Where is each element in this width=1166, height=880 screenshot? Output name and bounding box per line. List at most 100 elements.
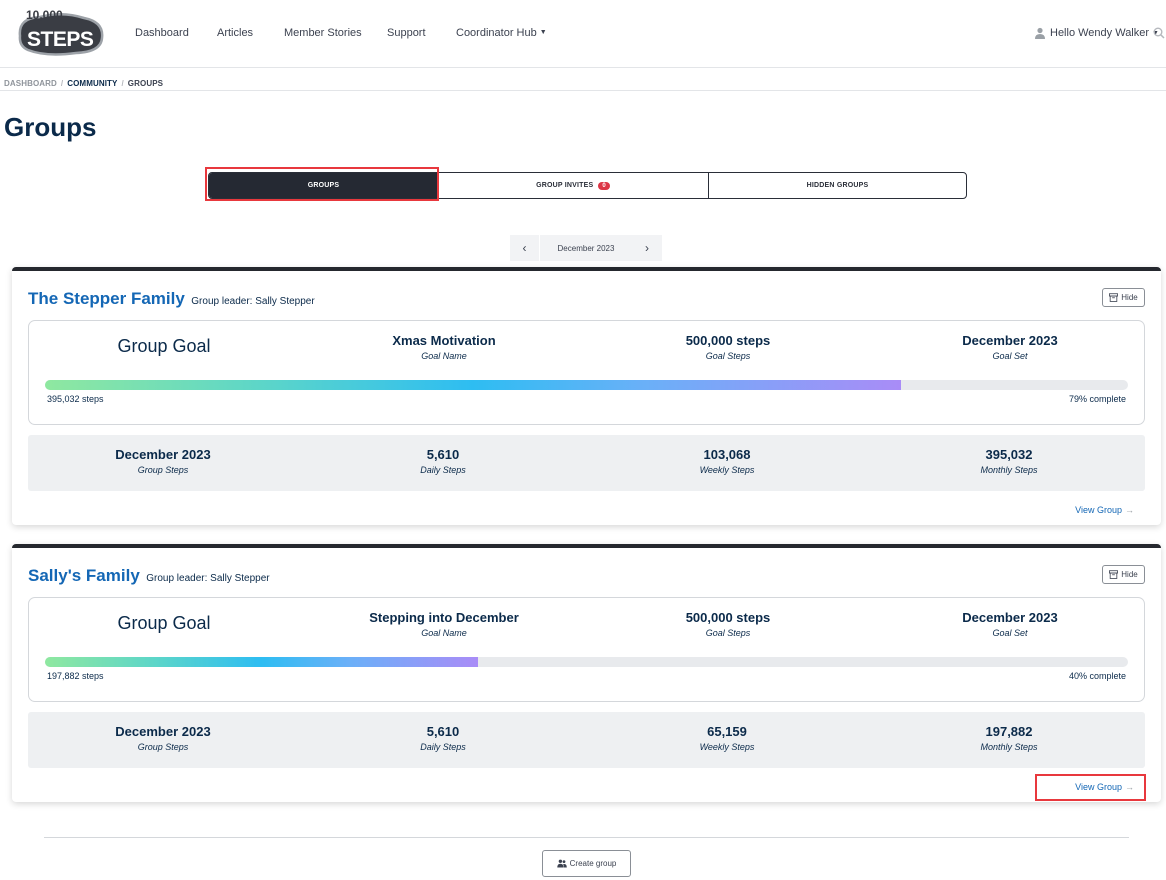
stat-weekly-steps: 65,159 Weekly Steps xyxy=(592,724,862,752)
stat-value: December 2023 xyxy=(115,447,211,462)
create-group-button[interactable]: Create group xyxy=(542,850,631,877)
group-stats: December 2023 Group Steps 5,610 Daily St… xyxy=(28,435,1145,491)
tab-hidden-groups[interactable]: HIDDEN GROUPS xyxy=(806,182,869,189)
goal-progress-bar xyxy=(45,380,1128,390)
goal-name-block: Stepping into December Goal Name xyxy=(309,610,579,638)
chevron-down-icon: ▼ xyxy=(539,29,547,36)
breadcrumb: DASHBOARD / COMMUNITY / GROUPS xyxy=(4,79,163,88)
view-group-link[interactable]: View Group → xyxy=(1075,505,1134,515)
stat-value: December 2023 xyxy=(115,724,211,739)
users-icon xyxy=(556,859,567,868)
stat-value: 5,610 xyxy=(426,724,460,739)
stat-value: 65,159 xyxy=(707,724,747,739)
logo-10000-steps[interactable]: 10,000 STEPS xyxy=(12,6,104,56)
nav-member-stories[interactable]: Member Stories xyxy=(284,27,362,39)
goal-set-label: Goal Set xyxy=(992,351,1028,361)
stat-label: Daily Steps xyxy=(420,465,466,475)
goal-steps-value: 500,000 steps xyxy=(685,333,771,348)
group-header: Sally's Family Group leader: Sally Stepp… xyxy=(28,566,270,586)
breadcrumb-community[interactable]: COMMUNITY xyxy=(67,79,118,88)
stat-group-steps: December 2023 Group Steps xyxy=(28,724,298,752)
view-group-link[interactable]: View Group → xyxy=(1075,782,1134,792)
top-navbar: 10,000 STEPS Dashboard Articles Member S… xyxy=(0,0,1166,68)
goal-set-value: December 2023 xyxy=(962,333,1058,348)
nav-coordinator-hub[interactable]: Coordinator Hub ▼ xyxy=(456,27,547,39)
stat-value: 197,882 xyxy=(985,724,1033,739)
user-greeting: Hello Wendy Walker xyxy=(1050,27,1150,39)
group-goal-panel: Group Goal Xmas Motivation Goal Name 500… xyxy=(28,320,1145,425)
hide-button[interactable]: Hide xyxy=(1102,288,1145,307)
nav-dashboard[interactable]: Dashboard xyxy=(135,27,189,39)
tab-group-invites[interactable]: GROUP INVITES 0 xyxy=(438,173,709,198)
stat-daily-steps: 5,610 Daily Steps xyxy=(308,447,578,475)
stat-value: 5,610 xyxy=(426,447,460,462)
page-title: Groups xyxy=(4,112,97,142)
svg-text:10,000: 10,000 xyxy=(26,8,63,22)
arrow-right-icon: → xyxy=(1125,782,1134,792)
invites-count-badge: 0 xyxy=(598,181,610,190)
group-goal-panel: Group Goal Stepping into December Goal N… xyxy=(28,597,1145,702)
archive-icon xyxy=(1109,293,1119,302)
goal-title: Group Goal xyxy=(117,613,211,633)
month-picker: ‹ December 2023 › xyxy=(510,235,662,261)
goal-name-label: Goal Name xyxy=(421,628,467,638)
chevron-down-icon: ▼ xyxy=(1152,29,1159,37)
stat-group-steps: December 2023 Group Steps xyxy=(28,447,298,475)
chevron-right-icon[interactable]: › xyxy=(645,241,649,255)
month-label: December 2023 xyxy=(557,243,615,253)
group-leader: Group leader: Sally Stepper xyxy=(191,296,315,307)
group-card: The Stepper Family Group leader: Sally S… xyxy=(12,267,1161,525)
stat-monthly-steps: 395,032 Monthly Steps xyxy=(874,447,1144,475)
view-group-label: View Group xyxy=(1075,505,1122,515)
group-name[interactable]: Sally's Family xyxy=(28,566,140,585)
group-leader: Group leader: Sally Stepper xyxy=(146,573,270,584)
progress-steps: 395,032 steps xyxy=(47,394,104,404)
goal-set-block: December 2023 Goal Set xyxy=(875,610,1145,638)
progress-complete: 40% complete xyxy=(1068,671,1126,681)
stat-label: Monthly Steps xyxy=(980,742,1038,752)
stat-label: Daily Steps xyxy=(420,742,466,752)
create-group-label: Create group xyxy=(569,859,617,868)
group-name[interactable]: The Stepper Family xyxy=(28,289,185,308)
user-icon xyxy=(1035,27,1045,39)
search-icon[interactable] xyxy=(1153,27,1165,39)
progress-steps: 197,882 steps xyxy=(47,671,104,681)
hide-label: Hide xyxy=(1121,293,1138,302)
progress-complete: 79% complete xyxy=(1068,394,1126,404)
breadcrumb-separator: / xyxy=(121,79,124,88)
group-card: Sally's Family Group leader: Sally Stepp… xyxy=(12,544,1161,802)
tab-groups[interactable]: GROUPS xyxy=(209,173,438,198)
stat-label: Group Steps xyxy=(137,465,189,475)
breadcrumb-dashboard[interactable]: DASHBOARD xyxy=(4,79,57,88)
goal-steps-value: 500,000 steps xyxy=(685,610,771,625)
hide-button[interactable]: Hide xyxy=(1102,565,1145,584)
stat-label: Monthly Steps xyxy=(980,465,1038,475)
group-tabs: GROUPS GROUP INVITES 0 HIDDEN GROUPS xyxy=(208,172,967,199)
divider xyxy=(44,837,1129,838)
goal-name-value: Stepping into December xyxy=(369,610,519,625)
user-menu[interactable]: Hello Wendy Walker ▼ xyxy=(1034,27,1159,39)
breadcrumb-separator: / xyxy=(60,79,64,88)
goal-set-value: December 2023 xyxy=(962,610,1058,625)
group-stats: December 2023 Group Steps 5,610 Daily St… xyxy=(28,712,1145,768)
goal-name-value: Xmas Motivation xyxy=(392,333,496,348)
stat-monthly-steps: 197,882 Monthly Steps xyxy=(874,724,1144,752)
stat-value: 103,068 xyxy=(703,447,751,462)
group-header: The Stepper Family Group leader: Sally S… xyxy=(28,289,315,309)
nav-articles[interactable]: Articles xyxy=(217,27,254,39)
stat-label: Weekly Steps xyxy=(699,742,755,752)
stat-label: Weekly Steps xyxy=(699,465,755,475)
goal-progress-fill xyxy=(45,380,901,390)
stat-value: 395,032 xyxy=(985,447,1033,462)
goal-name-block: Xmas Motivation Goal Name xyxy=(309,333,579,361)
goal-steps-block: 500,000 steps Goal Steps xyxy=(593,610,863,638)
hide-label: Hide xyxy=(1121,570,1138,579)
view-group-label: View Group xyxy=(1075,782,1122,792)
nav-support[interactable]: Support xyxy=(387,27,426,39)
stat-label: Group Steps xyxy=(137,742,189,752)
goal-set-label: Goal Set xyxy=(992,628,1028,638)
goal-title: Group Goal xyxy=(117,336,211,356)
goal-steps-label: Goal Steps xyxy=(705,351,751,361)
chevron-left-icon[interactable]: ‹ xyxy=(510,235,540,261)
goal-steps-label: Goal Steps xyxy=(705,628,751,638)
